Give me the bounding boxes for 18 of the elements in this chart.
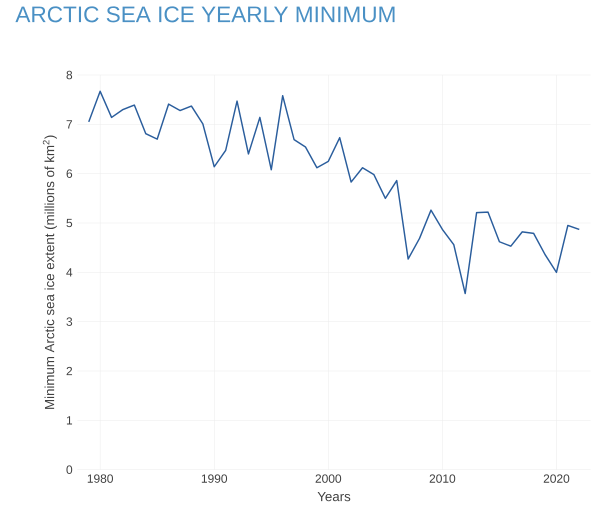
x-tick-label: 2020 [544, 474, 570, 483]
chart-title: ARCTIC SEA ICE YEARLY MINIMUM [15, 6, 395, 22]
y-tick-label: 1 [66, 416, 72, 424]
y-tick-label: 4 [66, 268, 72, 276]
y-tick-label: 8 [66, 70, 72, 80]
x-tick-label: 2010 [430, 474, 456, 483]
y-axis-title: Minimum Arctic sea ice extent (millions of km$^{2}$) [42, 136, 57, 409]
x-tick-label: 2000 [316, 474, 342, 483]
y-tick-label: 2 [66, 366, 72, 376]
y-tick-label: 7 [66, 120, 72, 128]
x-axis-title: Years [318, 492, 350, 502]
y-tick-label: 3 [66, 317, 72, 326]
y-tick-label: 0 [66, 465, 72, 474]
line-series [88, 90, 580, 294]
x-tick-label: 1980 [88, 474, 113, 483]
x-tick-label: 1990 [202, 474, 228, 483]
y-tick-label: 5 [66, 218, 72, 228]
y-tick-label: 6 [66, 169, 72, 178]
